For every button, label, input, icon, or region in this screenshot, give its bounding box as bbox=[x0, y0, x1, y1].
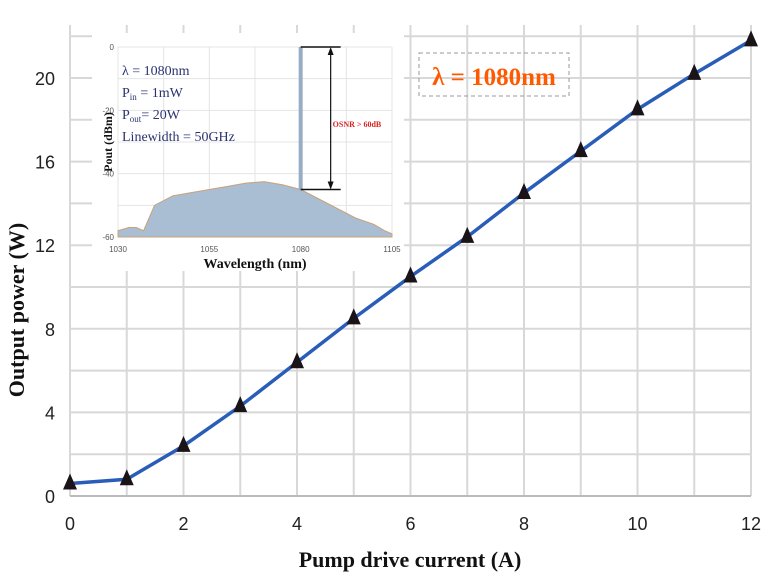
inset-x-tick: 1105 bbox=[383, 245, 401, 254]
inset-peak bbox=[298, 47, 303, 190]
y-tick-label: 12 bbox=[35, 236, 55, 256]
x-tick-label: 4 bbox=[292, 514, 302, 534]
inset-spectrum bbox=[117, 181, 393, 238]
x-tick-label: 0 bbox=[65, 514, 75, 534]
data-point-marker bbox=[573, 141, 588, 158]
inset-x-tick: 1030 bbox=[109, 245, 127, 254]
y-tick-label: 4 bbox=[45, 403, 55, 423]
x-tick-label: 12 bbox=[741, 514, 761, 534]
inset-param-label: Pout= 20W bbox=[122, 108, 181, 124]
inset-y-label: Pout (dBm) bbox=[101, 112, 115, 172]
y-tick-label: 0 bbox=[45, 487, 55, 507]
y-tick-label: 20 bbox=[35, 69, 55, 89]
arrow-down-icon bbox=[327, 181, 334, 190]
inset-param-label: Linewidth = 50GHz bbox=[122, 130, 235, 145]
y-axis-label: Output power (W) bbox=[4, 223, 29, 397]
inset-param-label: Pin = 1mW bbox=[122, 86, 184, 102]
data-point-marker bbox=[460, 226, 475, 243]
inset-y-tick: -20 bbox=[102, 106, 114, 115]
data-point-marker bbox=[744, 30, 758, 47]
inset-param-label: λ = 1080nm bbox=[122, 64, 190, 79]
x-axis-label: Pump drive current (A) bbox=[299, 547, 522, 572]
inset-y-tick: -40 bbox=[102, 170, 114, 179]
x-tick-label: 8 bbox=[519, 514, 529, 534]
data-point-marker bbox=[63, 473, 77, 490]
inset-y-tick: 0 bbox=[110, 43, 115, 52]
data-point-marker bbox=[517, 182, 531, 199]
annotation-label: λ = 1080nm bbox=[432, 64, 556, 91]
tick-labels: 0 2 4 6 8 10 12 0 4 8 12 16 20 bbox=[35, 69, 761, 534]
inset-chart: OSNR > 60dB 1030 1055 1080 1105 0 -20 -40 -60 Wav… bbox=[92, 33, 404, 272]
data-point-marker bbox=[119, 469, 134, 486]
data-point-marker bbox=[403, 266, 418, 283]
x-tick-label: 10 bbox=[627, 514, 647, 534]
data-point-marker bbox=[176, 435, 191, 452]
data-point-marker bbox=[630, 99, 645, 116]
data-point-marker bbox=[346, 308, 361, 325]
osnr-label: OSNR > 60dB bbox=[333, 120, 382, 129]
series bbox=[63, 30, 758, 490]
inset-x-tick: 1080 bbox=[292, 245, 310, 254]
inset-x-tick: 1055 bbox=[200, 245, 218, 254]
inset-x-label: Wavelength (nm) bbox=[203, 257, 306, 272]
data-point-marker bbox=[290, 352, 304, 369]
y-tick-label: 16 bbox=[35, 153, 55, 173]
arrow-up-icon bbox=[327, 47, 334, 55]
annotation-box bbox=[418, 52, 570, 97]
x-tick-label: 2 bbox=[178, 514, 188, 534]
x-tick-label: 6 bbox=[405, 514, 415, 534]
inset-y-tick: -60 bbox=[102, 233, 114, 242]
data-point-marker bbox=[687, 63, 702, 80]
y-tick-label: 8 bbox=[45, 320, 55, 340]
data-point-marker bbox=[233, 396, 248, 413]
